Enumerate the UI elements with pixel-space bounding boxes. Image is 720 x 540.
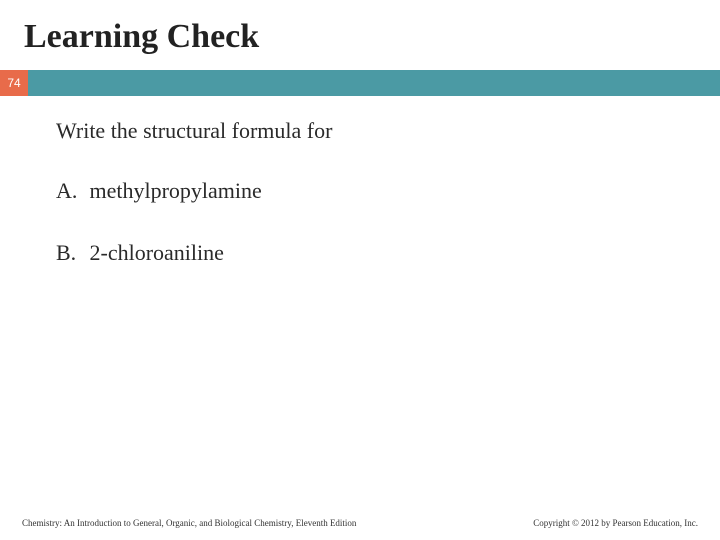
page-number-badge: 74 — [0, 70, 28, 96]
footer: Chemistry: An Introduction to General, O… — [0, 518, 720, 528]
item-text: 2-chloroaniline — [90, 240, 224, 265]
item-label: B. — [56, 240, 84, 266]
item-text: methylpropylamine — [90, 178, 262, 203]
list-item: B. 2-chloroaniline — [56, 240, 664, 266]
slide: Learning Check 74 Write the structural f… — [0, 0, 720, 540]
footer-right: Copyright © 2012 by Pearson Education, I… — [533, 518, 698, 528]
prompt-text: Write the structural formula for — [56, 118, 664, 144]
content-area: Write the structural formula for A. meth… — [0, 96, 720, 266]
accent-bar — [28, 70, 720, 96]
header-bar: 74 — [0, 70, 720, 96]
slide-title: Learning Check — [0, 0, 720, 70]
item-label: A. — [56, 178, 84, 204]
list-item: A. methylpropylamine — [56, 178, 664, 204]
footer-left: Chemistry: An Introduction to General, O… — [22, 518, 356, 528]
